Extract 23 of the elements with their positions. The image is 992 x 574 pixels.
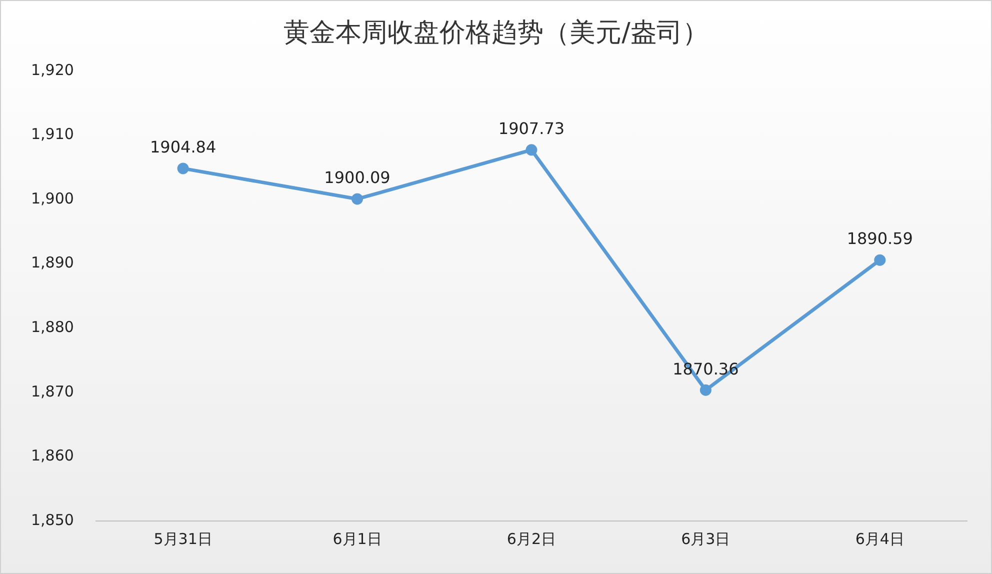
- y-tick-label: 1,850: [30, 510, 74, 529]
- y-tick-label: 1,860: [30, 446, 74, 465]
- point: [874, 254, 886, 266]
- y-tick-label: 1,890: [30, 254, 74, 272]
- x-tick-label: 6月4日: [855, 530, 904, 548]
- data-label: 1907.73: [498, 119, 565, 138]
- x-tick-label: 5月31日: [154, 530, 212, 548]
- y-tick-label: 1,880: [30, 318, 74, 336]
- point: [700, 384, 712, 396]
- x-tick-label: 6月3日: [681, 530, 730, 548]
- point: [177, 162, 189, 174]
- y-tick-label: 1,900: [30, 189, 74, 208]
- chart-title: 黄金本周收盘价格趋势（美元/盎司）: [282, 17, 710, 50]
- point: [352, 193, 364, 205]
- y-tick-label: 1,910: [30, 125, 74, 144]
- x-tick-label: 6月2日: [506, 530, 556, 548]
- point: [526, 144, 538, 156]
- data-label: 1904.84: [150, 138, 216, 157]
- y-tick-label: 1,920: [30, 60, 74, 79]
- x-tick-label: 6月1日: [332, 530, 382, 548]
- y-tick-label: 1,870: [30, 382, 74, 400]
- data-label: 1890.59: [846, 229, 913, 248]
- data-label: 1900.09: [324, 168, 390, 188]
